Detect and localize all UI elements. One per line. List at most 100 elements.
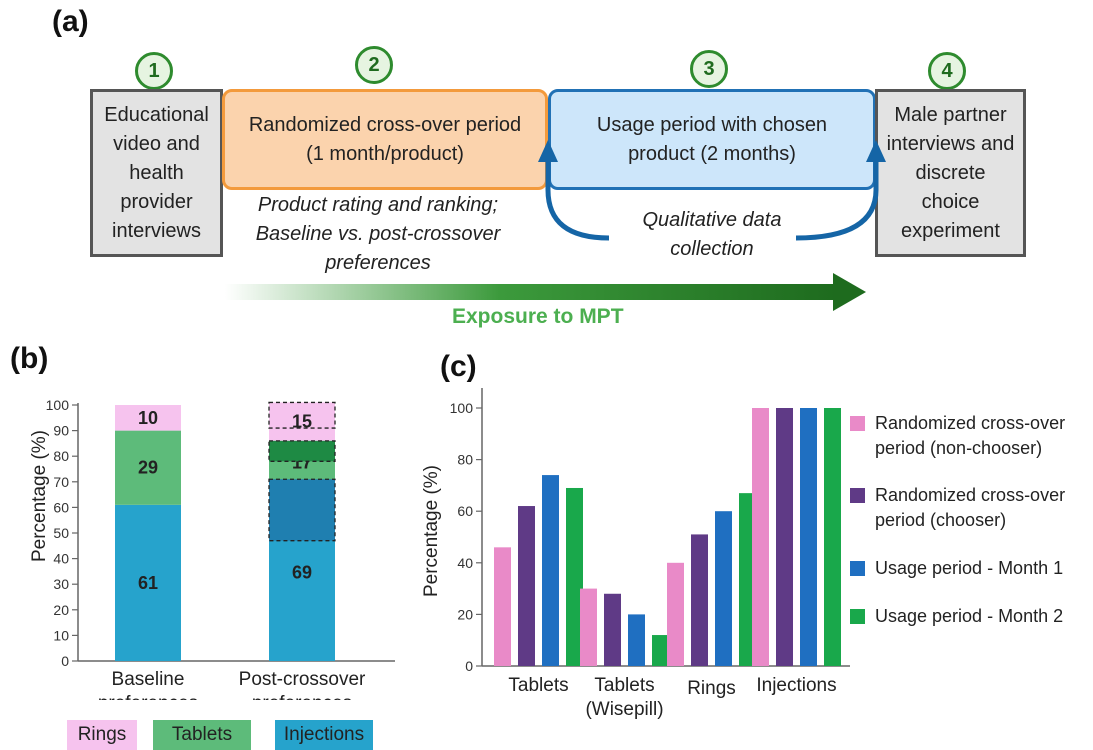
- stage-3-text: Usage period with chosen product (2 mont…: [596, 113, 828, 165]
- legend-c-swatch-chooser: [850, 488, 865, 503]
- y-tick-label: 100: [46, 397, 70, 413]
- legend-c-label-nonchooser: Randomized cross-over period (non-choose…: [875, 413, 1066, 458]
- y-tick-label: 10: [53, 627, 69, 643]
- data-label-rings: 10: [138, 408, 158, 428]
- shift-injections-outline: [268, 478, 336, 542]
- feedback-arrow-left: [545, 160, 610, 241]
- legend-b-injections: Injections: [275, 720, 373, 750]
- bar-tablets-usage-period-month-2: [566, 487, 583, 666]
- bar-rings-post-crossover: [269, 402, 335, 441]
- legend-c-item-month1: Usage period - Month 1: [850, 556, 1090, 581]
- y-tick-label: 40: [457, 555, 473, 571]
- bar-tablets-wisepill-randomized-cross-over-period-chooser: [604, 593, 621, 666]
- exposure-arrow-shaft: [225, 284, 835, 300]
- y-tick-label: 90: [53, 423, 69, 439]
- y-tick-label: 70: [53, 474, 69, 490]
- chart-c: 0 20 40 60 80 100 Tablets Tablets (Wisepill) Ring…: [450, 388, 850, 720]
- legend-c-label-month1: Usage period - Month 1: [875, 558, 1064, 578]
- bar-injections-randomized-cross-over-period-chooser: [776, 408, 793, 666]
- feedback-arrowhead-right: [866, 140, 886, 162]
- legend-b-injections-label: Injections: [283, 724, 365, 745]
- bar-rings-usage-period-month-2: [739, 493, 756, 666]
- panel-a-arrows: [225, 140, 886, 311]
- y-tick-label: 80: [53, 448, 69, 464]
- x-category-label-line: Tablets: [594, 675, 654, 696]
- bar-injections-baseline: [115, 504, 181, 661]
- panel-b-label: (b): [10, 342, 49, 375]
- y-tick-label: 80: [457, 452, 473, 468]
- y-tick-label: 100: [450, 400, 474, 416]
- shift-tablets-outline: [268, 440, 336, 462]
- x-category-label-line: Baseline: [112, 669, 185, 690]
- legend-b-rings-label: Rings: [77, 724, 127, 745]
- crossover-note: Product rating and ranking; Baseline vs.…: [255, 194, 501, 274]
- x-category-label: Post-crossover preferences: [239, 669, 366, 700]
- x-category-label-line: preferences: [98, 693, 198, 700]
- x-category-label: Tablets: [508, 675, 568, 696]
- y-tick-label: 20: [457, 606, 473, 622]
- bar-injections-usage-period-month-1: [800, 408, 817, 666]
- bar-tablets-baseline: [115, 430, 181, 505]
- bar-tablets-randomized-cross-over-period-chooser: [518, 506, 535, 666]
- bar-tablets-randomized-cross-over-period-non-chooser: [494, 547, 511, 666]
- x-category-label-line: (Wisepill): [585, 699, 663, 720]
- bar-rings-usage-period-month-1: [715, 511, 732, 666]
- legend-b-rings: Rings: [67, 720, 137, 750]
- x-category-label: Rings: [687, 678, 736, 699]
- panel-a-label: (a): [52, 5, 89, 38]
- chart-b: 0 10 20 30 40 50 60 70 80 90 100 61 29 10 Baseline pref…: [46, 397, 395, 700]
- exposure-arrowhead: [833, 273, 866, 311]
- stage-4-number: 4: [928, 52, 966, 90]
- stage-4-box: Male partner interviews and discrete cho…: [875, 89, 1026, 257]
- bar-tablets-wisepill-usage-period-month-2: [652, 635, 669, 666]
- y-tick-label: 60: [53, 499, 69, 515]
- x-category-label: Baseline preferences: [98, 669, 198, 700]
- bar-rings-randomized-cross-over-period-chooser: [691, 534, 708, 666]
- panel-c-label: (c): [440, 350, 477, 383]
- legend-b-tablets-label: Tablets: [171, 724, 233, 745]
- legend-c-label-month2: Usage period - Month 2: [875, 606, 1064, 626]
- stage-1-text: Educational video and health provider in…: [104, 103, 209, 242]
- legend-c-item-month2: Usage period - Month 2: [850, 604, 1090, 629]
- bar-rings-baseline: [115, 405, 181, 431]
- y-tick-label: 0: [465, 658, 473, 674]
- bar-rings-randomized-cross-over-period-non-chooser: [667, 562, 684, 666]
- y-tick-label: 50: [53, 525, 69, 541]
- bar-tablets-usage-period-month-1: [542, 475, 559, 666]
- shift-rings-outline: [268, 401, 336, 429]
- data-label-tablets: 29: [138, 458, 158, 478]
- data-label-injections: 69: [292, 563, 312, 583]
- stage-4-text: Male partner interviews and discrete cho…: [886, 103, 1015, 242]
- y-tick-label: 20: [53, 602, 69, 618]
- bar-injections-usage-period-month-2: [824, 408, 841, 666]
- stage-3-number: 3: [690, 50, 728, 88]
- stage-1-box: Educational video and health provider in…: [90, 89, 223, 257]
- stage-3-box: Usage period with chosen product (2 mont…: [548, 89, 876, 190]
- y-tick-label: 0: [61, 653, 69, 669]
- y-tick-label: 30: [53, 576, 69, 592]
- stage-2-text: Randomized cross-over period (1 month/pr…: [248, 113, 522, 165]
- stage-1-number: 1: [135, 52, 173, 90]
- y-tick-label: 40: [53, 551, 69, 567]
- data-label-injections: 61: [138, 573, 158, 593]
- y-tick-label: 60: [457, 503, 473, 519]
- stage-2-number: 2: [355, 46, 393, 84]
- shift-tablets-fill: [269, 440, 335, 462]
- legend-c-item-nonchooser: Randomized cross-over period (non-choose…: [850, 411, 1090, 461]
- bar-tablets-wisepill-usage-period-month-1: [628, 614, 645, 666]
- x-category-label-line: Post-crossover: [239, 669, 366, 690]
- shift-injections-fill: [269, 479, 335, 541]
- feedback-arrow-right: [795, 160, 879, 241]
- legend-c-label-chooser: Randomized cross-over period (chooser): [875, 485, 1066, 530]
- x-category-label-line: preferences: [252, 693, 352, 700]
- x-category-label: Tablets (Wisepill): [585, 675, 663, 720]
- legend-c-swatch-month1: [850, 561, 865, 576]
- legend-c-swatch-month2: [850, 609, 865, 624]
- usage-note: Qualitative data collection: [642, 209, 782, 260]
- bar-injections-randomized-cross-over-period-non-chooser: [752, 408, 769, 666]
- stage-2-box: Randomized cross-over period (1 month/pr…: [222, 89, 548, 190]
- legend-b-tablets: Tablets: [153, 720, 251, 750]
- data-label-rings: 15: [292, 412, 312, 432]
- bar-tablets-wisepill-randomized-cross-over-period-non-chooser: [580, 588, 597, 666]
- feedback-arrowhead-left: [538, 140, 558, 162]
